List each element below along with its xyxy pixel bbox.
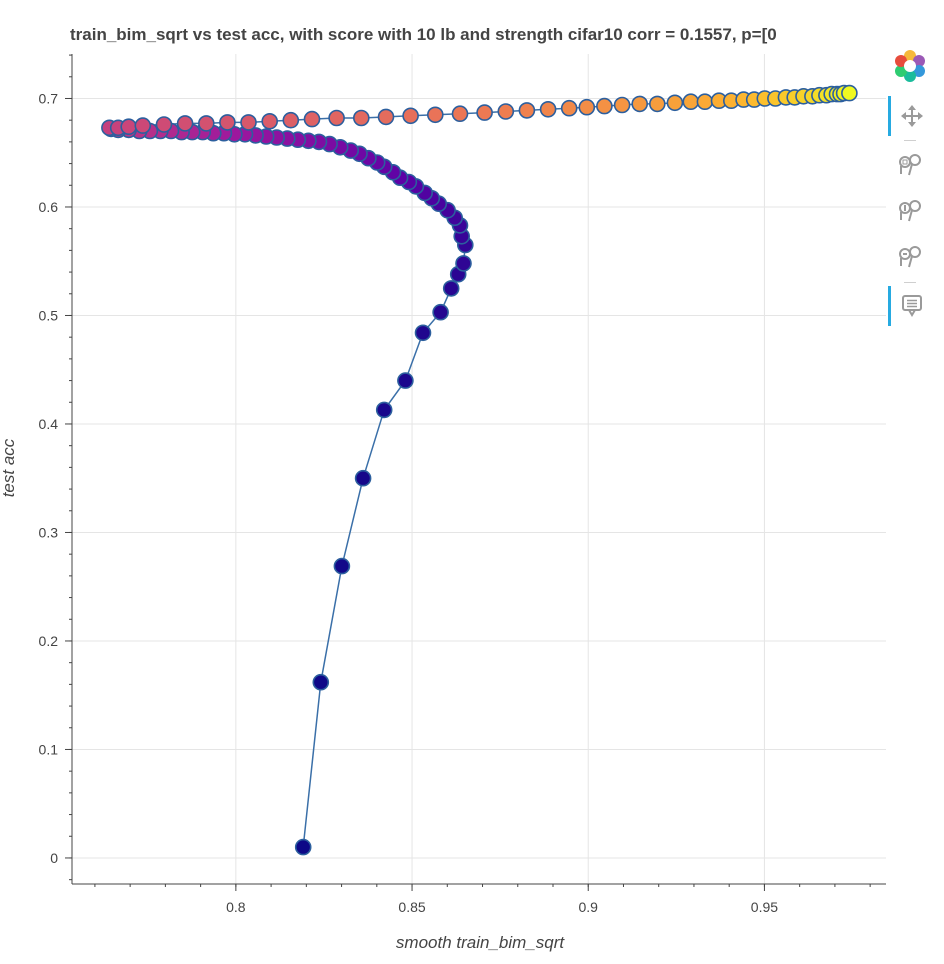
x-tick-label: 0.9 [579,899,599,915]
data-point[interactable] [312,673,330,691]
data-point[interactable] [497,103,515,120]
data-point[interactable] [518,102,536,119]
data-point[interactable] [176,115,194,132]
toolbar-separator [904,140,916,141]
axes: 0.8 0.85 0.9 0.95 0 0.1 0.2 0.3 0.4 0.5 0.6 0.7 [39,54,886,915]
data-point[interactable] [333,557,351,575]
data-point[interactable] [219,114,236,131]
bokeh-logo-icon[interactable] [894,50,926,82]
series-path [106,92,850,848]
data-point[interactable] [402,107,419,125]
y-tick-label: 0.1 [39,741,59,757]
pan-icon [900,105,923,127]
x-tick-label: 0.85 [398,899,425,915]
y-tick-label: 0 [50,850,58,866]
data-point[interactable] [578,98,596,116]
data-point[interactable] [240,114,257,131]
x-tick-label: 0.95 [751,899,778,915]
data-point[interactable] [455,255,472,272]
data-point[interactable] [682,93,700,110]
chart-title: train_bim_sqrt vs test acc, with score w… [70,25,777,44]
data-point[interactable] [442,280,460,297]
toolbar [886,48,934,338]
wheel-zoom-tool[interactable] [888,190,932,230]
data-point[interactable] [476,104,493,121]
data-point[interactable] [155,116,173,133]
data-point[interactable] [666,94,684,112]
y-axis-label: test acc [0,438,18,497]
hover-tooltip-icon [901,295,922,317]
data-point[interactable] [426,106,444,124]
zoom-tool[interactable] [888,236,932,276]
data-point[interactable] [375,401,393,419]
data-point[interactable] [303,110,321,128]
data-point[interactable] [282,111,300,129]
data-point[interactable] [560,99,578,117]
data-points[interactable] [101,84,858,856]
x-axis-label: smooth train_bim_sqrt [396,933,565,952]
data-point[interactable] [328,109,345,127]
box-zoom-tool[interactable] [888,144,932,184]
data-point[interactable] [120,118,137,135]
y-tick-label: 0.6 [39,199,59,215]
data-point[interactable] [397,372,414,389]
series-line [106,92,850,848]
data-point[interactable] [631,95,649,113]
y-tick-label: 0.4 [39,416,59,432]
pan-tool[interactable] [888,96,932,136]
data-point[interactable] [414,324,432,342]
data-point[interactable] [451,105,469,122]
data-point[interactable] [294,838,312,856]
data-point[interactable] [354,469,372,487]
data-point[interactable] [377,108,395,126]
data-point[interactable] [648,95,666,113]
grid [72,54,886,884]
hover-tool[interactable] [888,286,932,326]
box-zoom-icon [899,154,921,176]
data-point[interactable] [596,97,613,115]
y-tick-label: 0.2 [39,633,59,649]
data-point[interactable] [134,117,152,134]
zoom-icon [899,246,921,268]
data-point[interactable] [352,109,370,127]
y-tick-label: 0.5 [39,307,59,323]
y-tick-label: 0.7 [39,90,59,106]
data-point[interactable] [696,93,714,110]
data-point[interactable] [432,303,449,321]
x-tick-label: 0.8 [226,899,246,915]
y-tick-label: 0.3 [39,524,59,540]
data-point[interactable] [198,115,215,132]
data-point[interactable] [261,113,279,130]
wheel-zoom-icon [899,200,921,222]
data-point[interactable] [539,101,557,118]
toolbar-separator [904,282,916,283]
data-point[interactable] [613,96,631,114]
data-point[interactable] [841,84,858,102]
